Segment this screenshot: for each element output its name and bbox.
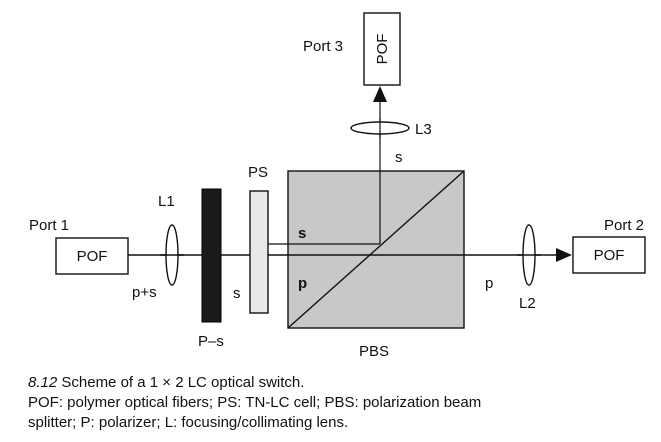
beam-label-vertical-s: s (395, 149, 403, 166)
beam-label-input: p+s (132, 284, 157, 301)
figure-caption: 8.12 Scheme of a 1 × 2 LC optical switch… (28, 373, 648, 433)
l1-label: L1 (158, 193, 175, 210)
port2-fiber (572, 236, 646, 274)
port3-label: Port 3 (303, 38, 343, 55)
port2-label: Port 2 (604, 217, 644, 234)
tn-lc-cell (249, 190, 269, 314)
caption-number: 8.12 (28, 374, 58, 391)
polarizer (201, 188, 222, 323)
port2-arrowhead (556, 248, 572, 262)
caption-line-3: splitter; P: polarizer; L: focusing/coll… (28, 414, 349, 431)
caption-line-2: POF: polymer optical fibers; PS: TN-LC c… (28, 394, 482, 411)
port3-fiber (363, 12, 401, 86)
caption-title-line: 8.12 Scheme of a 1 × 2 LC optical switch… (28, 373, 648, 393)
cell-label: PS (248, 164, 268, 181)
optical-switch-diagram: POF POF POF Port 1 Port 2 Port 3 L1 L2 L… (29, 12, 646, 360)
port3-fiber-label: POF (374, 34, 391, 65)
polarizer-label: P–s (198, 333, 224, 350)
beam-label-cube-s: s (298, 225, 306, 242)
port1-fiber (55, 237, 129, 275)
caption-title: Scheme of a 1 × 2 LC optical switch. (61, 374, 305, 391)
beam-label-out-p: p (485, 275, 493, 292)
pbs-label: PBS (359, 343, 389, 360)
beam-label-cube-p: p (298, 275, 307, 292)
l3-label: L3 (415, 121, 432, 138)
port2-fiber-label: POF (594, 247, 625, 264)
beam-label-after-polarizer: s (233, 285, 241, 302)
port3-arrowhead (373, 86, 387, 102)
l2-label: L2 (519, 295, 536, 312)
port1-fiber-label: POF (77, 248, 108, 265)
port1-label: Port 1 (29, 217, 69, 234)
pbs-diagonal (287, 170, 465, 329)
